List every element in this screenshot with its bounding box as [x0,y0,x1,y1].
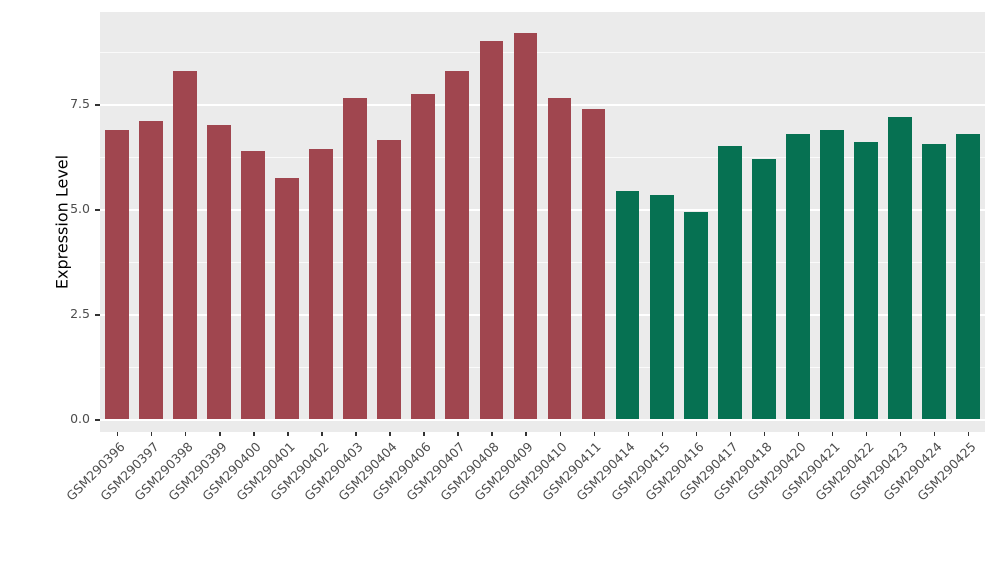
x-tick-mark [491,432,493,436]
bar [547,98,572,420]
x-tick-mark [321,432,323,436]
bar [275,177,300,420]
y-tick-mark [95,419,100,421]
x-tick-mark [899,432,902,436]
x-tick-mark [559,432,561,436]
bar [241,150,266,420]
x-tick-mark [593,432,595,436]
x-tick-mark [219,432,221,436]
x-tick-mark [185,432,187,436]
y-tick-label: 7.5 [70,96,90,112]
bar [649,194,674,420]
major-gridline [100,419,985,421]
bar [139,121,163,420]
bar [819,129,844,420]
y-tick-label: 2.5 [70,306,90,322]
bar [207,125,232,420]
x-tick-mark [865,432,868,436]
bar [581,108,606,420]
x-tick-mark [695,432,698,436]
bar [309,148,334,420]
x-tick-mark [151,432,153,436]
x-tick-mark [967,432,970,436]
bar [479,41,504,420]
bar [887,117,912,420]
bar [717,146,742,420]
x-tick-mark [287,432,289,436]
x-axis-tick-labels: GSM290396 GSM290397 GSM290398 GSM290399 GSM2… [63,439,985,579]
y-tick-mark [95,104,100,106]
minor-gridline [100,366,985,368]
x-tick-mark [933,432,936,436]
major-gridline [100,209,985,211]
bar [513,33,538,420]
bar [411,93,436,420]
x-tick-mark [389,432,391,436]
y-axis-title: Expression Level [52,154,72,290]
bar [751,159,776,420]
x-tick-mark [457,432,459,436]
plot-panel [100,12,985,432]
x-tick-mark [797,432,800,436]
major-gridline [100,104,985,106]
y-tick-label: 0.0 [70,411,90,427]
x-tick-mark [525,432,527,436]
x-tick-mark [627,432,629,436]
x-tick-mark [423,432,425,436]
y-tick-mark [95,314,100,316]
minor-gridline [100,51,985,53]
bar [343,98,368,420]
bar [377,140,402,420]
bar [105,129,129,420]
y-tick-label: 5.0 [70,201,90,217]
x-tick-mark [355,432,357,436]
minor-gridline [100,156,985,158]
bar [785,133,810,420]
major-gridline [100,314,985,316]
bar [683,211,708,420]
y-tick-mark [95,209,100,211]
x-tick-mark [661,432,664,436]
x-tick-mark [117,432,119,436]
minor-gridline [100,261,985,263]
x-tick-mark [831,432,834,436]
bar [173,70,197,420]
bar [853,142,878,420]
bar [615,190,640,420]
x-tick-mark [253,432,255,436]
x-tick-mark [729,432,732,436]
bar [922,144,946,420]
x-tick-mark [763,432,766,436]
bar [445,70,470,420]
bar [956,133,980,420]
